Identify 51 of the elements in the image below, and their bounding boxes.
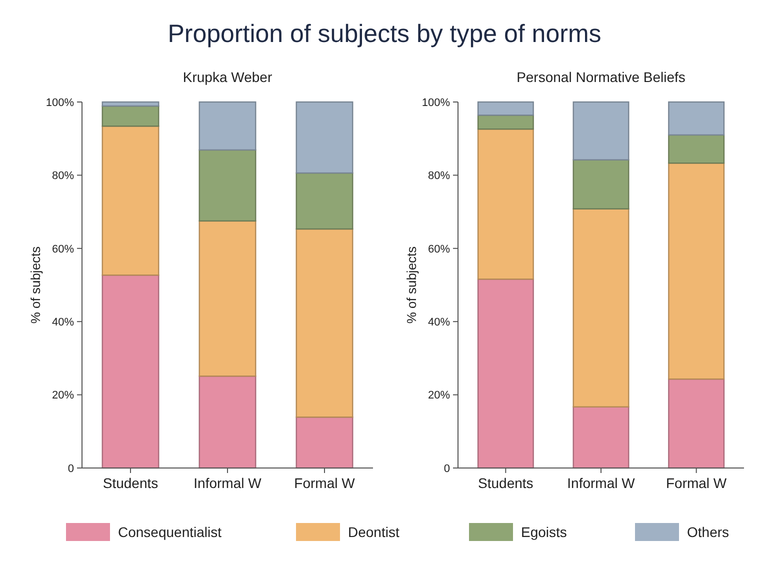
bar (296, 228, 354, 418)
legend-label: Others (687, 524, 730, 540)
bar (572, 406, 630, 469)
legend-label: Consequentialist (118, 524, 222, 540)
x-tick-label: Students (102, 475, 158, 491)
bar (572, 208, 630, 408)
bar (296, 101, 354, 174)
y-tick-label: 80% (52, 170, 74, 182)
bar (198, 101, 256, 151)
y-tick-label: 40% (428, 316, 450, 328)
bar (572, 101, 630, 160)
bar (668, 101, 725, 136)
bar (198, 149, 256, 222)
y-tick-label: 0 (68, 462, 74, 475)
y-tick-label: 60% (52, 243, 74, 256)
bar (102, 126, 160, 276)
y-axis-title: % of subjects (28, 246, 43, 324)
y-tick-label: 20% (52, 390, 74, 402)
bar (296, 416, 354, 469)
bar (296, 172, 354, 230)
y-tick-label: 40% (52, 316, 74, 328)
bar (477, 278, 534, 469)
x-tick-label: Informal W (194, 475, 262, 491)
chart-title: Proportion of subjects by type of norms (168, 20, 602, 48)
chart-subtitle: Personal Normative Beliefs (516, 69, 686, 85)
bar (102, 101, 160, 107)
bar (668, 378, 725, 469)
bar (668, 162, 725, 380)
bar (102, 274, 160, 469)
legend-label: Deontist (348, 524, 400, 540)
bar (102, 105, 160, 127)
y-tick-label: 100% (46, 96, 74, 109)
y-tick-label: 0 (444, 462, 450, 475)
y-tick-label: 20% (428, 390, 450, 402)
x-tick-label: Formal W (294, 475, 356, 491)
bar (668, 134, 725, 164)
x-tick-label: Formal W (666, 475, 728, 491)
y-tick-label: 60% (428, 243, 450, 256)
bar (477, 128, 534, 280)
legend-label: Egoists (521, 524, 567, 540)
chart-subtitle: Krupka Weber (182, 69, 272, 85)
bar (198, 220, 256, 377)
y-axis-title: % of subjects (404, 246, 419, 324)
y-tick-label: 80% (428, 170, 450, 182)
bar (198, 376, 256, 469)
bar (572, 159, 630, 210)
x-tick-label: Students (478, 475, 534, 491)
bar (477, 114, 534, 130)
x-tick-label: Informal W (567, 475, 636, 491)
bar (477, 101, 534, 116)
y-tick-label: 100% (422, 96, 450, 109)
